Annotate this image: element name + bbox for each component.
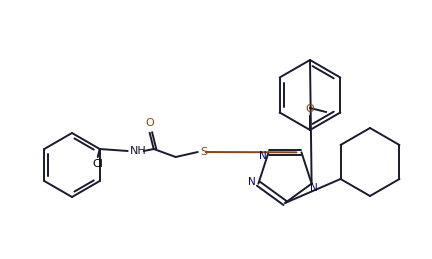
Text: Cl: Cl [92, 159, 103, 169]
Text: N: N [310, 183, 318, 193]
Text: N: N [248, 177, 256, 187]
Text: NH: NH [130, 146, 146, 156]
Text: O: O [145, 118, 154, 128]
Text: methoxy: methoxy [328, 107, 334, 108]
Text: N: N [259, 151, 267, 161]
Text: S: S [201, 147, 208, 157]
Text: O: O [305, 104, 314, 114]
